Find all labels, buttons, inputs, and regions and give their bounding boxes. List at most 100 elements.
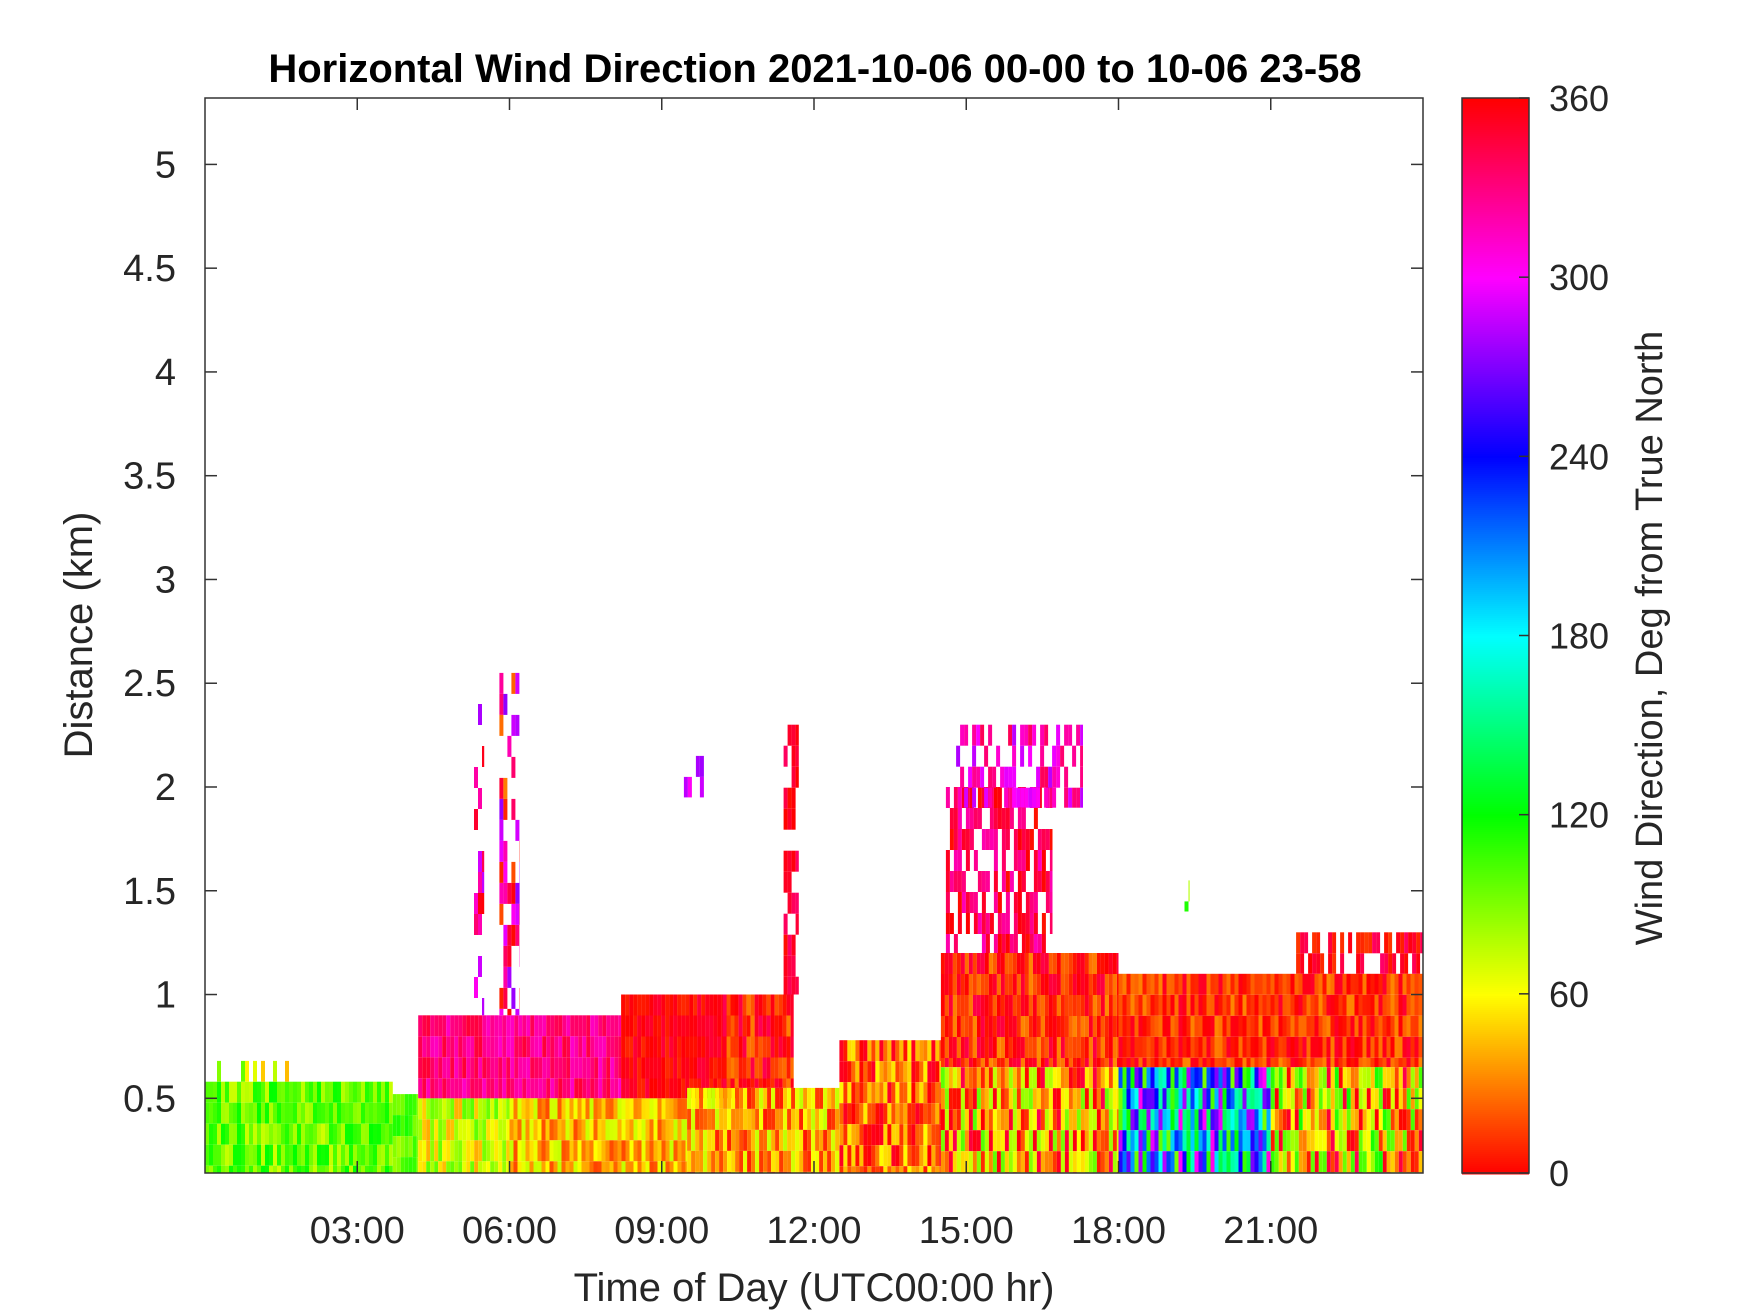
heatmap-cell xyxy=(517,1119,522,1141)
heatmap-cell xyxy=(511,672,516,694)
heatmap-cell xyxy=(442,1078,447,1099)
heatmap-cell xyxy=(404,1094,409,1116)
heatmap-cell xyxy=(931,1061,936,1083)
heatmap-cell xyxy=(1044,1109,1049,1131)
heatmap-cell xyxy=(466,1161,471,1173)
heatmap-cell xyxy=(863,1082,868,1104)
heatmap-cell xyxy=(1012,1058,1017,1068)
heatmap-cell xyxy=(1326,973,1331,995)
heatmap-cell xyxy=(361,1144,365,1166)
colorbar-swatch xyxy=(1462,534,1529,537)
colorbar-swatch xyxy=(1462,672,1529,675)
heatmap-cell xyxy=(396,1136,401,1158)
heatmap-cell xyxy=(1246,1130,1251,1152)
heatmap-cell xyxy=(1122,1036,1127,1058)
heatmap-cell xyxy=(1146,1015,1151,1037)
heatmap-cell xyxy=(996,1037,1001,1058)
heatmap-cell xyxy=(972,995,977,1016)
heatmap-cell xyxy=(968,1151,973,1173)
heatmap-cell xyxy=(1316,953,1321,974)
heatmap-cell xyxy=(723,1129,728,1151)
heatmap-cell xyxy=(1096,1067,1101,1089)
heatmap-cell xyxy=(1238,1036,1243,1058)
heatmap-cell xyxy=(1056,1058,1061,1068)
heatmap-cell xyxy=(1300,953,1305,974)
heatmap-cell xyxy=(891,1166,896,1173)
colorbar-swatch xyxy=(1462,932,1529,935)
heatmap-cell xyxy=(1406,994,1411,1016)
heatmap-cell xyxy=(649,1036,654,1058)
heatmap-cell xyxy=(426,1057,431,1079)
colorbar-swatch xyxy=(1462,158,1529,161)
heatmap-cell xyxy=(633,1140,638,1162)
heatmap-cell xyxy=(1354,1088,1359,1110)
heatmap-cell xyxy=(257,1144,261,1166)
heatmap-cell xyxy=(689,1015,694,1037)
heatmap-cell xyxy=(494,1015,499,1037)
colorbar-label: Wind Direction, Deg from True North xyxy=(1629,331,1671,946)
heatmap-cell xyxy=(1370,1109,1375,1131)
heatmap-cell xyxy=(1354,994,1359,1016)
heatmap-cell xyxy=(819,1108,824,1130)
heatmap-cell xyxy=(811,1129,816,1151)
heatmap-cell xyxy=(1366,1109,1371,1131)
colorbar-swatch xyxy=(1462,948,1529,951)
heatmap-cell xyxy=(418,1119,423,1141)
heatmap-cell xyxy=(412,1157,417,1173)
heatmap-cell xyxy=(1222,1151,1227,1173)
heatmap-cell xyxy=(717,1057,722,1079)
heatmap-cell xyxy=(839,1124,844,1146)
heatmap-cell xyxy=(1370,1088,1375,1110)
heatmap-cell xyxy=(1258,1151,1263,1173)
heatmap-cell xyxy=(823,1129,828,1151)
heatmap-cell xyxy=(827,1129,832,1151)
heatmap-cell xyxy=(715,1087,720,1109)
heatmap-cell xyxy=(1194,1015,1199,1037)
heatmap-cell xyxy=(1246,1057,1251,1068)
heatmap-cell xyxy=(1360,953,1365,974)
heatmap-cell xyxy=(550,1015,555,1037)
heatmap-cell xyxy=(586,1036,591,1058)
heatmap-cell xyxy=(614,1078,619,1099)
heatmap-cell xyxy=(321,1081,325,1103)
heatmap-cell xyxy=(953,850,958,871)
heatmap-cell xyxy=(957,871,962,892)
heatmap-cell xyxy=(1360,932,1365,954)
heatmap-cell xyxy=(1340,953,1345,974)
heatmap-cell xyxy=(503,840,508,862)
heatmap-cell xyxy=(960,1088,965,1110)
heatmap-cell xyxy=(1170,1036,1175,1058)
colorbar-swatch xyxy=(1462,294,1529,297)
heatmap-cell xyxy=(1378,1130,1383,1152)
heatmap-cell xyxy=(972,1109,977,1131)
heatmap-cell xyxy=(1406,1067,1411,1089)
heatmap-cell xyxy=(871,1145,876,1167)
heatmap-cell xyxy=(392,1157,397,1173)
heatmap-cell xyxy=(750,1057,755,1079)
heatmap-cell xyxy=(526,1078,531,1099)
colorbar-swatch xyxy=(1462,428,1529,431)
heatmap-cell xyxy=(1170,994,1175,1016)
heatmap-cell xyxy=(783,1108,788,1130)
heatmap-cell xyxy=(1354,1151,1359,1173)
heatmap-cell xyxy=(948,1058,953,1068)
colorbar-swatch xyxy=(1462,334,1529,337)
heatmap-cell xyxy=(940,953,945,974)
heatmap-cell xyxy=(1302,1015,1307,1037)
heatmap-cell xyxy=(1406,1057,1411,1068)
heatmap-cell xyxy=(1376,932,1381,954)
heatmap-cell xyxy=(549,1161,554,1173)
heatmap-cell xyxy=(867,1082,872,1104)
heatmap-cell xyxy=(1398,1151,1403,1173)
colorbar-swatch xyxy=(1462,620,1529,623)
heatmap-cell xyxy=(526,1015,531,1037)
heatmap-cell xyxy=(799,1129,804,1151)
colorbar-swatch xyxy=(1462,868,1529,871)
heatmap-cell xyxy=(285,1102,289,1124)
colorbar-swatch xyxy=(1462,126,1529,129)
colorbar-swatch xyxy=(1462,814,1529,817)
heatmap-cell xyxy=(755,1129,760,1151)
heatmap-cell xyxy=(1096,1109,1101,1131)
heatmap-cell xyxy=(1326,1088,1331,1110)
colorbar-swatch xyxy=(1462,926,1529,929)
